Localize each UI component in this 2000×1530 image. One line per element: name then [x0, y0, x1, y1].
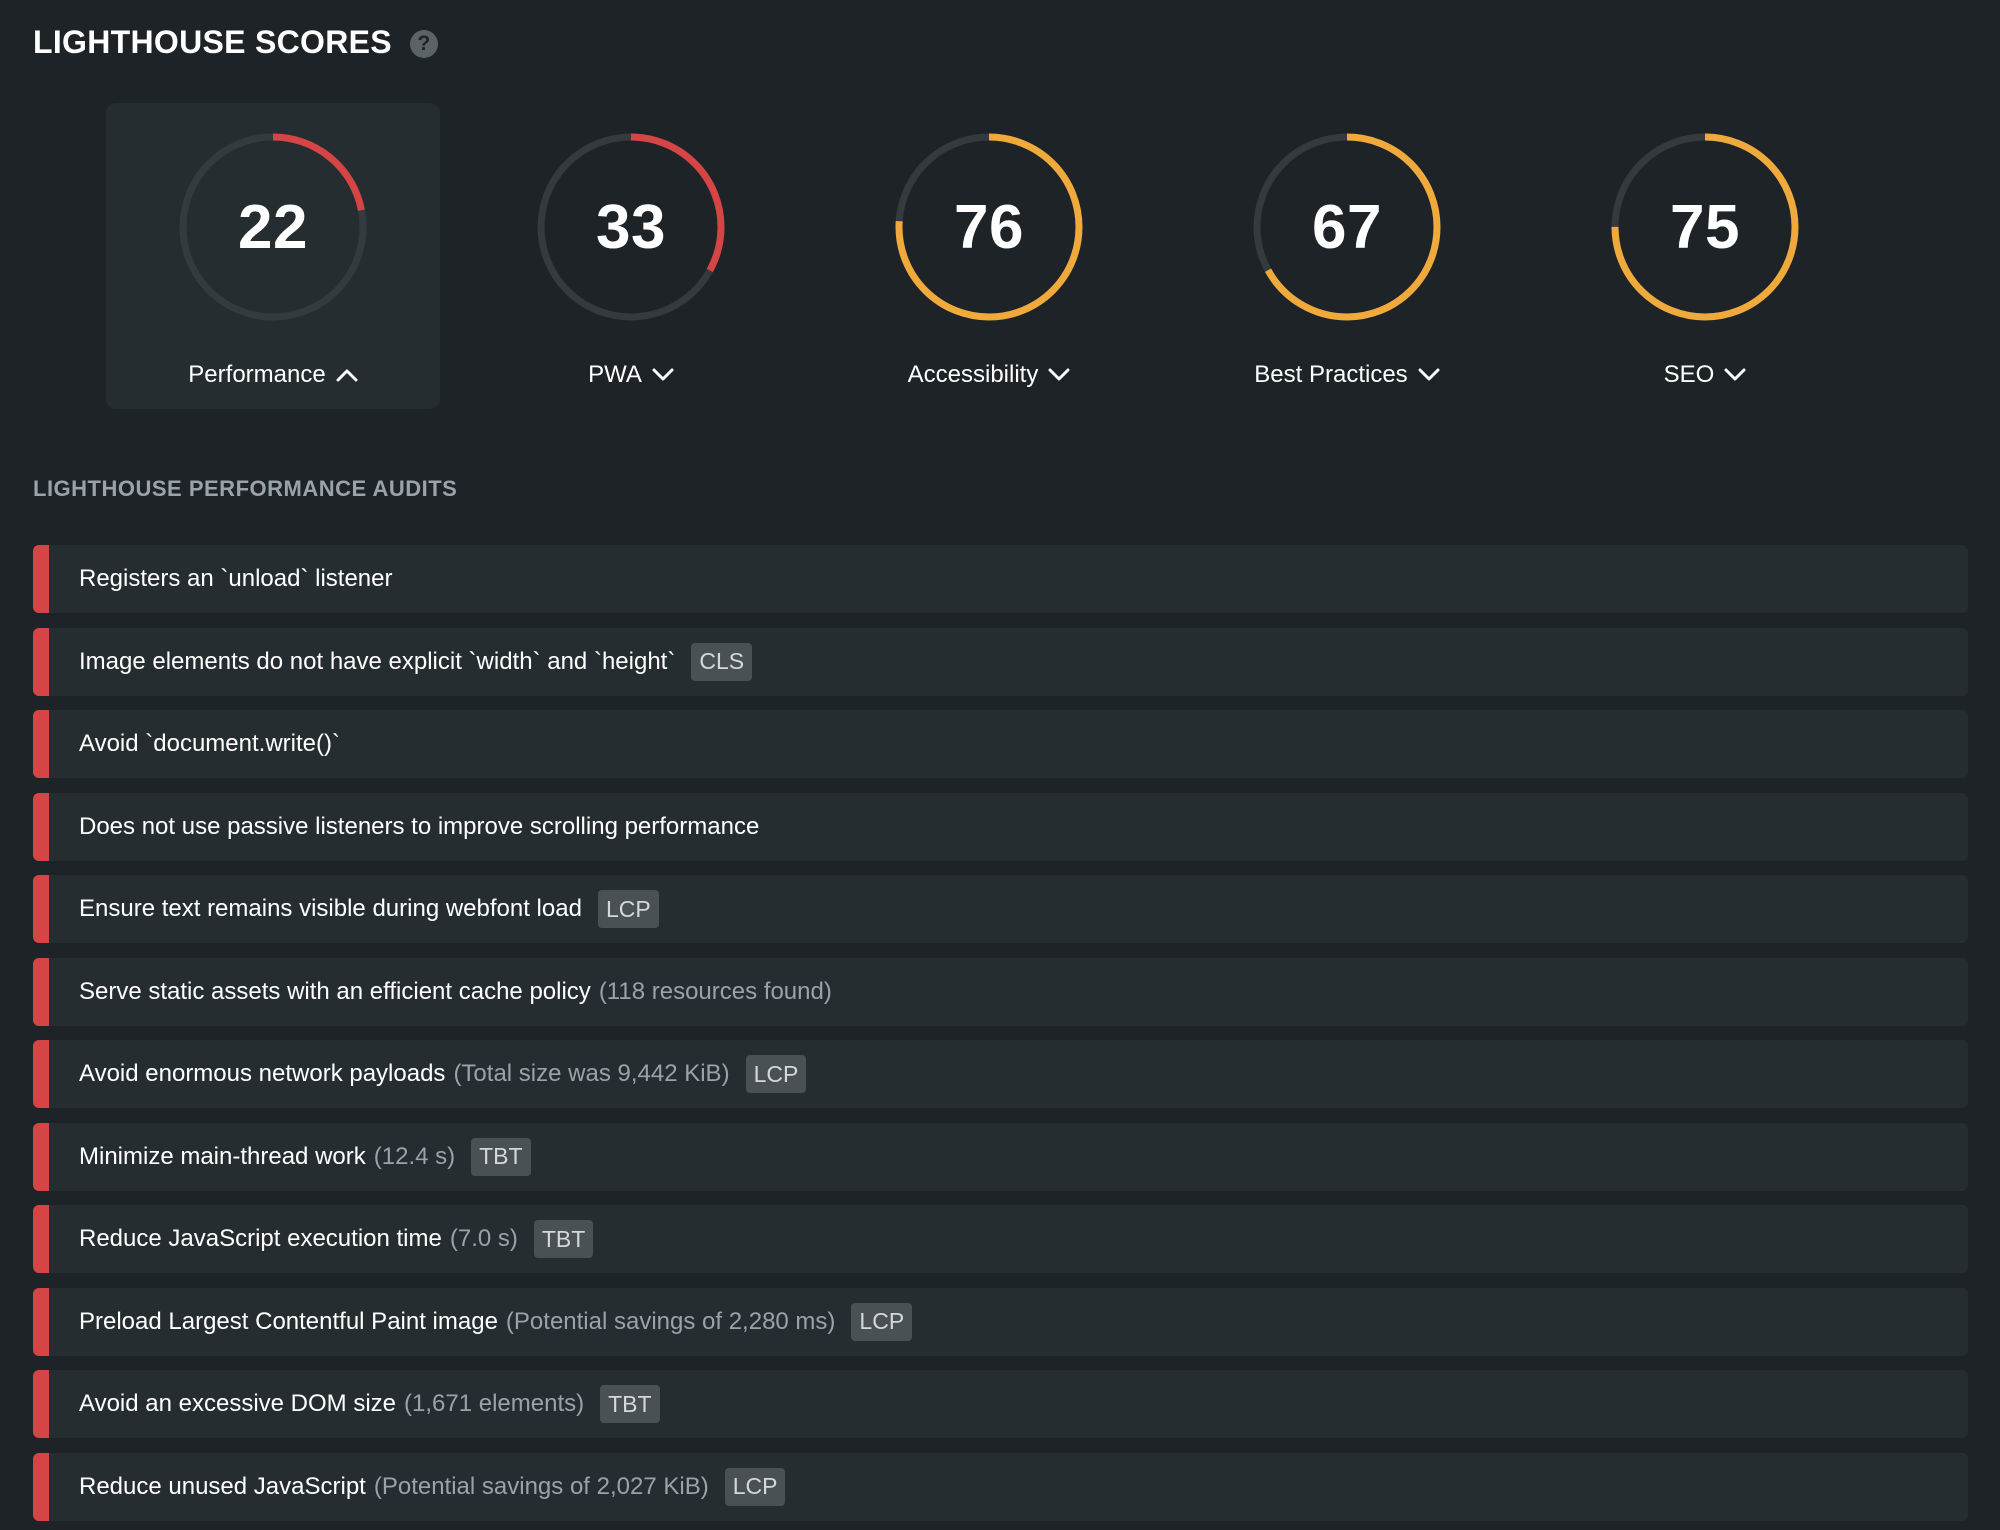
audit-row[interactable]: Registers an `unload` listener — [33, 545, 1968, 613]
chevron-down-icon[interactable] — [1048, 368, 1070, 382]
score-card-best-practices[interactable]: 67 Best Practices — [1180, 103, 1514, 409]
audit-status-bar — [33, 545, 49, 613]
audit-list: Registers an `unload` listener Image elem… — [33, 545, 1968, 1521]
score-card-performance[interactable]: 22 Performance — [106, 103, 440, 409]
metric-badge: LCP — [597, 890, 659, 928]
audit-row[interactable]: Preload Largest Contentful Paint image (P… — [33, 1287, 1968, 1356]
audit-title: Ensure text remains visible during webfo… — [79, 895, 582, 922]
metric-badge: LCP — [851, 1302, 913, 1341]
score-card-seo[interactable]: 75 SEO — [1538, 103, 1872, 409]
question-circle-icon[interactable]: ? — [409, 30, 438, 58]
metric-badge: TBT — [600, 1385, 660, 1423]
score-label: SEO — [1663, 361, 1715, 388]
score-value: 76 — [954, 192, 1024, 262]
score-gauge: 75 — [1609, 131, 1801, 323]
audit-status-bar — [33, 1122, 49, 1191]
audit-row[interactable]: Avoid enormous network payloads (Total si… — [33, 1040, 1968, 1108]
gauge-arc — [1253, 133, 1441, 321]
audit-status-bar — [33, 792, 49, 861]
audit-detail: (Total size was 9,442 KiB) — [453, 1060, 730, 1087]
audit-title: Serve static assets with an efficient ca… — [79, 977, 591, 1005]
audit-detail: (118 resources found) — [598, 977, 832, 1005]
audit-title: Minimize main-thread work — [79, 1142, 366, 1170]
section-header: LIGHTHOUSE SCORES ? — [33, 24, 438, 61]
audit-detail: (Potential savings of 2,027 KiB) — [373, 1472, 709, 1500]
score-card-accessibility[interactable]: 76 Accessibility — [822, 103, 1156, 409]
score-label: Performance — [188, 361, 326, 388]
score-value: 67 — [1312, 192, 1382, 262]
score-label-row[interactable]: Accessibility — [822, 361, 1156, 389]
audit-row[interactable]: Minimize main-thread work (12.4 s) TBT — [33, 1122, 1968, 1191]
audits-title: LIGHTHOUSE PERFORMANCE AUDITS — [33, 476, 458, 501]
score-gauge: 67 — [1251, 131, 1443, 323]
audit-title: Avoid an excessive DOM size — [79, 1390, 397, 1417]
page-title: LIGHTHOUSE SCORES — [33, 24, 392, 60]
gauge-arc — [537, 133, 725, 321]
audit-status-bar — [33, 1287, 49, 1356]
score-label-row[interactable]: PWA — [464, 361, 798, 389]
audit-title: Does not use passive listeners to improv… — [79, 812, 760, 840]
gauge-arc — [1611, 133, 1799, 321]
audit-status-bar — [33, 1205, 49, 1273]
audit-detail: (7.0 s) — [449, 1225, 518, 1252]
audit-title: Avoid `document.write()` — [79, 730, 340, 757]
audit-row[interactable]: Ensure text remains visible during webfo… — [33, 875, 1968, 943]
audit-title: Reduce unused JavaScript — [79, 1472, 366, 1500]
gauge-arc — [179, 133, 367, 321]
audit-row[interactable]: Avoid `document.write()` — [33, 710, 1968, 778]
chevron-down-icon[interactable] — [1724, 368, 1746, 382]
score-label: PWA — [588, 361, 642, 388]
score-label: Best Practices — [1254, 361, 1408, 388]
audit-status-bar — [33, 1452, 49, 1521]
score-gauge: 76 — [893, 131, 1085, 323]
chevron-down-icon[interactable] — [652, 368, 674, 382]
audit-detail: (1,671 elements) — [404, 1390, 585, 1417]
score-label: Accessibility — [907, 361, 1039, 388]
audit-row[interactable]: Serve static assets with an efficient ca… — [33, 957, 1968, 1026]
audit-status-bar — [33, 957, 49, 1026]
metric-badge: CLS — [691, 642, 753, 681]
audit-detail: (Potential savings of 2,280 ms) — [505, 1307, 836, 1335]
score-value: 75 — [1670, 192, 1740, 262]
score-gauge: 33 — [535, 131, 727, 323]
audit-title: Image elements do not have explicit `wid… — [79, 647, 676, 675]
score-gauge: 22 — [177, 131, 369, 323]
metric-badge: LCP — [724, 1467, 786, 1506]
metric-badge: LCP — [745, 1055, 807, 1093]
audit-status-bar — [33, 1370, 49, 1438]
score-label-row[interactable]: Performance — [106, 361, 440, 389]
audit-title: Preload Largest Contentful Paint image — [79, 1307, 498, 1335]
score-label-row[interactable]: SEO — [1538, 361, 1872, 389]
chevron-up-icon[interactable] — [336, 368, 358, 382]
audit-title: Avoid enormous network payloads — [79, 1060, 446, 1087]
audit-row[interactable]: Reduce unused JavaScript (Potential savin… — [33, 1452, 1968, 1521]
score-value: 33 — [596, 192, 666, 262]
score-card-pwa[interactable]: 33 PWA — [464, 103, 798, 409]
audit-row[interactable]: Avoid an excessive DOM size (1,671 elemen… — [33, 1370, 1968, 1438]
audit-title: Reduce JavaScript execution time — [79, 1225, 442, 1252]
audit-status-bar — [33, 1040, 49, 1108]
audit-detail: (12.4 s) — [373, 1142, 456, 1170]
gauge-arc — [895, 133, 1083, 321]
audit-row[interactable]: Image elements do not have explicit `wid… — [33, 627, 1968, 696]
metric-badge: TBT — [471, 1137, 531, 1176]
score-value: 22 — [238, 192, 308, 262]
audit-row[interactable]: Does not use passive listeners to improv… — [33, 792, 1968, 861]
chevron-down-icon[interactable] — [1418, 368, 1440, 382]
audit-status-bar — [33, 710, 49, 778]
audit-row[interactable]: Reduce JavaScript execution time (7.0 s) T… — [33, 1205, 1968, 1273]
score-label-row[interactable]: Best Practices — [1180, 361, 1514, 389]
score-cards: 22 Performance 33 PWA 76 Accessibility 67 Best … — [106, 103, 1872, 409]
audit-status-bar — [33, 875, 49, 943]
metric-badge: TBT — [533, 1220, 594, 1258]
audit-title: Registers an `unload` listener — [79, 565, 393, 592]
audit-status-bar — [33, 627, 49, 696]
